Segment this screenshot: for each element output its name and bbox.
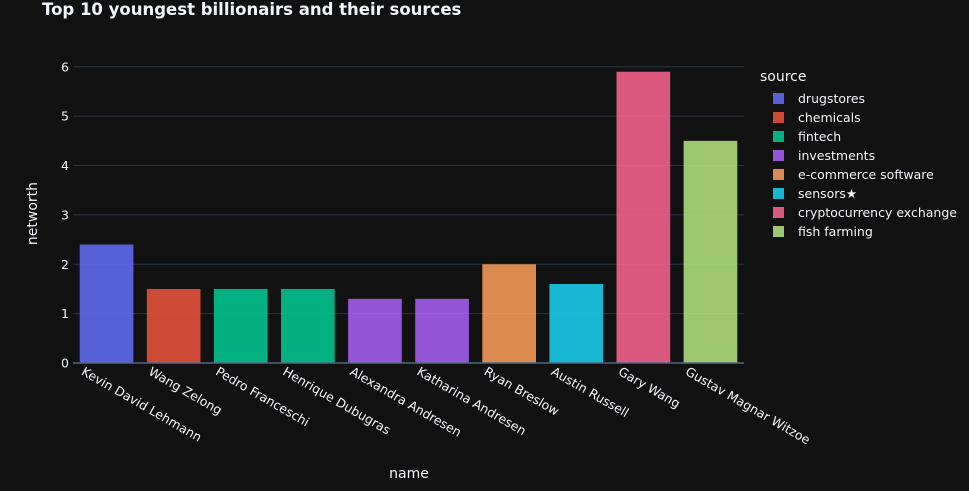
y-tick-label: 3: [61, 207, 69, 222]
legend-label: cryptocurrency exchange: [798, 205, 957, 220]
bar: [683, 140, 738, 363]
bar: [146, 288, 201, 363]
chart-title: Top 10 youngest billionairs and their so…: [42, 0, 462, 19]
legend-swatch: [773, 207, 784, 218]
x-axis-title: name: [389, 466, 429, 482]
y-axis-title: networth: [25, 182, 41, 245]
legend-item[interactable]: sensors★: [760, 184, 957, 203]
legend-swatch: [773, 169, 784, 180]
legend-label: drugstores: [798, 91, 866, 106]
y-tick-label: 1: [61, 306, 69, 321]
y-tick-label: 6: [61, 59, 69, 74]
legend-swatch: [773, 112, 784, 123]
legend-swatch: [773, 131, 784, 142]
legend-label: fintech: [798, 129, 842, 144]
legend-label: investments: [798, 148, 876, 163]
legend-label: fish farming: [798, 224, 873, 239]
legend-item[interactable]: fintech: [760, 127, 957, 146]
legend-title: source: [760, 69, 807, 85]
legend-label: chemicals: [798, 110, 861, 125]
bar: [79, 244, 134, 363]
legend-item[interactable]: fish farming: [760, 222, 957, 241]
x-tick-label: Kevin David Lehmann: [79, 364, 204, 445]
legend-label: sensors★: [798, 186, 858, 201]
legend-swatch: [773, 150, 784, 161]
legend-item[interactable]: investments: [760, 146, 957, 165]
legend: source drugstores chemicals fintech investm…: [760, 69, 957, 241]
bar: [213, 288, 268, 363]
bar: [549, 284, 604, 363]
bar: [482, 264, 536, 363]
y-tick-label: 2: [61, 257, 69, 272]
legend-item[interactable]: e-commerce software: [760, 165, 957, 184]
x-tick-label: Alexandra Andresen: [347, 364, 464, 440]
legend-swatch: [773, 226, 784, 237]
legend-item[interactable]: chemicals: [760, 108, 957, 127]
y-tick-label: 4: [61, 158, 69, 173]
bar: [348, 298, 402, 363]
x-tick-label: Gustav Magnar Witzoe: [683, 364, 813, 448]
bar: [281, 288, 335, 363]
bar: [616, 71, 671, 363]
bar: [415, 298, 469, 363]
legend-item[interactable]: drugstores: [760, 89, 957, 108]
y-tick-label: 5: [61, 109, 69, 124]
legend-item[interactable]: cryptocurrency exchange: [760, 203, 957, 222]
x-tick-label: Katharina Andresen: [415, 364, 529, 439]
legend-label: e-commerce software: [798, 167, 934, 182]
x-tick-label: Henrique Dubugras: [280, 364, 393, 438]
y-tick-label: 0: [61, 356, 69, 371]
legend-swatch: [773, 93, 784, 104]
legend-swatch: [773, 188, 784, 199]
